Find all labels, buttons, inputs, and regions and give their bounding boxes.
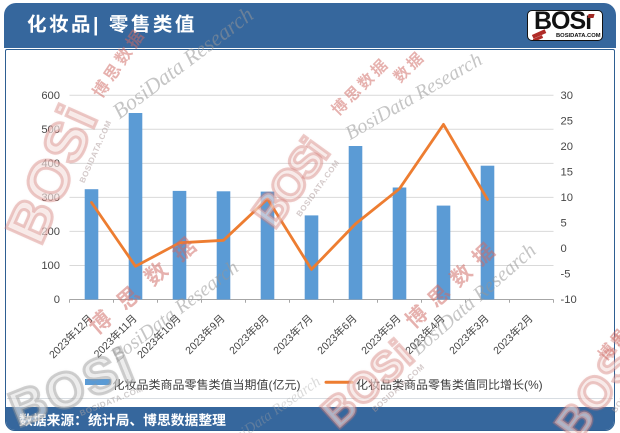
svg-text:15: 15	[561, 167, 573, 179]
svg-text:30: 30	[561, 90, 573, 102]
svg-text:2023年8月: 2023年8月	[227, 313, 271, 357]
svg-text:400: 400	[41, 158, 60, 170]
svg-text:2023年11月: 2023年11月	[92, 313, 140, 361]
svg-text:10: 10	[561, 192, 573, 204]
svg-text:2023年7月: 2023年7月	[271, 313, 315, 357]
svg-text:25: 25	[561, 116, 573, 128]
svg-text:-5: -5	[561, 269, 571, 281]
svg-text:2023年5月: 2023年5月	[359, 313, 403, 357]
svg-text:2023年6月: 2023年6月	[315, 313, 359, 357]
svg-text:2023年3月: 2023年3月	[447, 313, 491, 357]
svg-text:-10: -10	[561, 294, 577, 306]
svg-text:200: 200	[41, 226, 60, 238]
svg-text:100: 100	[41, 260, 60, 272]
svg-text:20: 20	[561, 141, 573, 153]
svg-text:2023年2月: 2023年2月	[491, 313, 535, 357]
svg-text:2023年4月: 2023年4月	[403, 313, 447, 357]
svg-text:2023年9月: 2023年9月	[183, 313, 227, 357]
svg-text:600: 600	[41, 90, 60, 102]
svg-text:化妆品类商品零售类值同比增长(%): 化妆品类商品零售类值同比增长(%)	[356, 378, 543, 392]
svg-text:300: 300	[41, 192, 60, 204]
svg-text:5: 5	[561, 218, 567, 230]
svg-text:2023年12月: 2023年12月	[47, 313, 95, 361]
svg-text:0: 0	[561, 243, 567, 255]
svg-text:化妆品类商品零售类值当期值(亿元): 化妆品类商品零售类值当期值(亿元)	[113, 378, 301, 392]
svg-text:0: 0	[54, 294, 60, 306]
svg-text:2023年10月: 2023年10月	[135, 313, 183, 361]
svg-text:500: 500	[41, 124, 60, 136]
